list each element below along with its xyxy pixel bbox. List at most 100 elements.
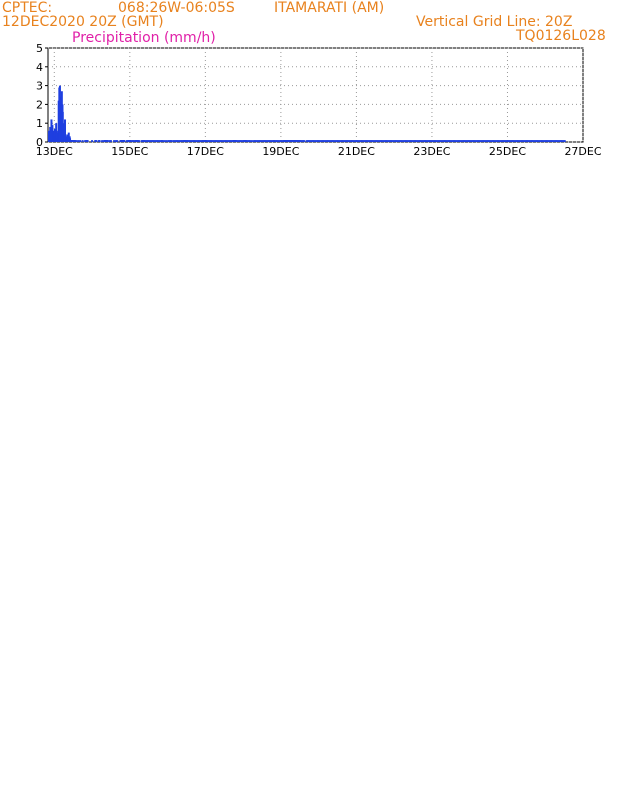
precip-bar bbox=[446, 140, 449, 142]
precip-bar bbox=[354, 140, 357, 142]
precip-bar bbox=[558, 140, 561, 142]
x-tick-label: 15DEC bbox=[111, 145, 148, 158]
precip-bar bbox=[417, 140, 420, 142]
precip-bar bbox=[450, 140, 453, 142]
precip-bar bbox=[299, 140, 302, 142]
precip-bar bbox=[552, 140, 555, 142]
precip-bar bbox=[525, 140, 528, 142]
precip-bar bbox=[131, 140, 134, 142]
precip-bar bbox=[215, 140, 218, 142]
precip-bar bbox=[227, 140, 230, 142]
precip-bar bbox=[114, 140, 117, 142]
precip-bar bbox=[216, 140, 219, 142]
precip-bar bbox=[542, 140, 545, 142]
precip-bar bbox=[145, 140, 148, 142]
precip-bar bbox=[491, 140, 494, 142]
precip-bar bbox=[266, 140, 269, 142]
precip-bar bbox=[364, 140, 367, 142]
precip-bar bbox=[430, 140, 433, 142]
precip-bar bbox=[406, 140, 409, 142]
precip-bar bbox=[161, 140, 164, 142]
header: CPTEC: 068:26W-06:05S ITAMARATI (AM) 12D… bbox=[0, 0, 618, 46]
precip-bar bbox=[125, 140, 128, 142]
precip-bar bbox=[195, 140, 198, 142]
precip-bar bbox=[84, 140, 87, 142]
precip-bar bbox=[317, 140, 320, 142]
precip-bar bbox=[95, 140, 98, 142]
precip-bar bbox=[518, 140, 521, 142]
precip-bar bbox=[53, 128, 56, 142]
precip-bar bbox=[106, 140, 109, 142]
precip-bar bbox=[196, 140, 199, 142]
precip-bar bbox=[237, 140, 240, 142]
precip-bar bbox=[322, 140, 325, 142]
y-tick-label: 3 bbox=[36, 80, 43, 93]
precip-bar bbox=[391, 140, 394, 142]
precip-bar bbox=[437, 140, 440, 142]
precip-bar bbox=[254, 140, 257, 142]
precip-bar bbox=[488, 140, 491, 142]
precip-bar bbox=[344, 140, 347, 142]
precip-bar bbox=[402, 140, 405, 142]
precip-bar bbox=[377, 140, 380, 142]
precip-bar bbox=[531, 140, 534, 142]
precip-bar bbox=[167, 140, 170, 142]
precip-bar bbox=[497, 140, 500, 142]
precip-bar bbox=[397, 140, 400, 142]
precip-bar bbox=[246, 140, 249, 142]
precip-bar bbox=[259, 140, 262, 142]
precip-bar bbox=[384, 140, 387, 142]
precip-bar bbox=[418, 140, 421, 142]
precip-bar bbox=[49, 126, 52, 142]
precip-bar bbox=[515, 140, 518, 142]
precip-bar bbox=[512, 140, 515, 142]
precip-bar bbox=[343, 140, 346, 142]
precip-bar bbox=[379, 140, 382, 142]
precip-bar bbox=[202, 140, 205, 142]
precip-bar bbox=[486, 140, 489, 142]
precip-bar bbox=[416, 140, 419, 142]
precip-bar bbox=[449, 140, 452, 142]
precip-bar bbox=[528, 140, 531, 142]
precip-bar bbox=[522, 140, 525, 142]
precip-bar bbox=[190, 140, 193, 142]
precip-bar bbox=[236, 140, 239, 142]
precip-bar bbox=[499, 140, 502, 142]
precip-bar bbox=[424, 140, 427, 142]
precip-bar bbox=[400, 140, 403, 142]
precip-bar bbox=[149, 140, 152, 142]
precip-bar bbox=[301, 140, 304, 142]
precip-bar bbox=[484, 140, 487, 142]
precip-bar bbox=[509, 140, 512, 142]
precip-bar bbox=[257, 140, 260, 142]
precip-bar bbox=[395, 140, 398, 142]
precip-bar bbox=[493, 140, 496, 142]
precip-bar bbox=[440, 140, 443, 142]
x-tick-label: 19DEC bbox=[262, 145, 299, 158]
precip-bar bbox=[314, 140, 317, 142]
precip-bar bbox=[513, 140, 516, 142]
precip-bar bbox=[470, 140, 473, 142]
precip-bar bbox=[342, 140, 345, 142]
precip-bar bbox=[519, 140, 522, 142]
precip-bar bbox=[366, 140, 369, 142]
precip-bar bbox=[98, 140, 101, 142]
precip-bar bbox=[305, 140, 308, 142]
precip-bar bbox=[223, 140, 226, 142]
precip-bar bbox=[498, 140, 501, 142]
precip-bar bbox=[427, 140, 430, 142]
precip-bar bbox=[445, 140, 448, 142]
precip-bar bbox=[451, 140, 454, 142]
precip-bar bbox=[265, 140, 268, 142]
precip-bar bbox=[483, 140, 486, 142]
precip-bar bbox=[91, 140, 94, 142]
precip-bar bbox=[198, 140, 201, 142]
precip-bar bbox=[340, 140, 343, 142]
panel-title-precip: Precipitation (mm/h) bbox=[72, 30, 216, 46]
precip-bar bbox=[348, 140, 351, 142]
precip-bar bbox=[230, 140, 233, 142]
y-tick-label: 0 bbox=[36, 136, 43, 149]
precip-bar bbox=[75, 140, 78, 142]
precip-bar bbox=[77, 140, 80, 142]
precip-bar bbox=[143, 140, 146, 142]
